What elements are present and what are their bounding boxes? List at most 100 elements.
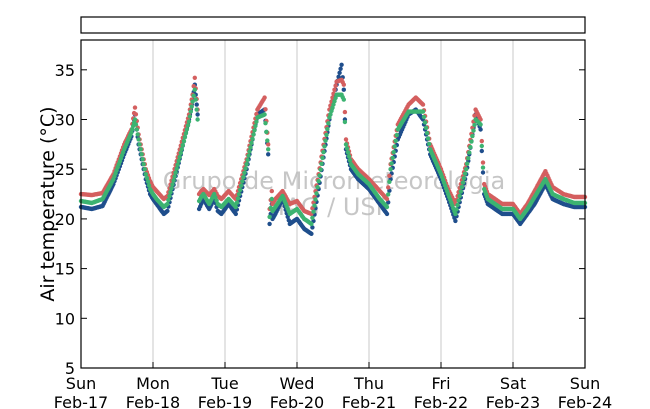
data-point [192,75,197,81]
data-point-interp [135,132,140,137]
data-point-interp [134,127,139,132]
data-point-interp [248,145,253,150]
data-point-interp [145,179,151,184]
legend-box [80,16,586,34]
data-point-interp [191,93,196,98]
data-point-interp [422,120,428,125]
data-point-interp [241,174,246,180]
data-point [143,172,148,177]
data-point-interp [146,183,152,188]
y-tick-label: 25 [55,160,75,179]
data-point-interp [194,107,199,112]
data-point-interp [342,109,348,115]
data-point-interp [187,114,193,119]
data-point-interp [253,123,258,129]
data-point-interp [168,190,173,195]
data-point-interp [320,155,325,161]
data-point-interp [387,188,392,193]
data-point-interp [389,161,394,166]
data-point-interp [237,187,243,193]
data-point-interp [324,132,329,138]
data-point-interp [336,74,341,80]
data-point-interp [319,161,324,166]
data-point-interp [242,170,247,175]
data-point-interp [169,186,174,191]
data-point-interp [170,182,175,187]
x-tick-date-label: Feb-21 [342,393,396,409]
data-point-interp [322,144,327,149]
data-point [233,204,238,210]
data-point-interp [263,107,268,112]
data-point-interp [467,150,472,155]
data-point-interp [321,150,326,155]
data-point-interp [457,193,462,199]
data-point-interp [345,150,351,155]
data-point-interp [347,158,353,163]
x-tick-day-label: Tue [210,374,238,393]
data-point [195,117,200,122]
data-point-interp [386,185,391,190]
data-point-interp [421,114,427,120]
data-point-interp [331,102,336,107]
data-point [384,196,390,202]
data-point-interp [479,138,484,144]
x-tick-date-label: Feb-22 [414,393,468,409]
data-point-interp [480,170,486,175]
data-point [339,62,344,67]
data-point-interp [180,142,185,148]
data-point [132,117,138,122]
data-point [388,167,393,172]
data-point-interp [167,193,172,199]
x-tick-day-label: Sat [500,374,526,393]
data-point-interp [390,155,395,161]
y-axis-ticks: 5 10 15 20 25 30 35 [55,61,585,378]
data-point-interp [480,165,486,170]
data-point-interp [454,207,459,212]
data-point-interp [252,128,257,133]
data-point-interp [423,125,429,130]
data-point-interp [182,135,188,140]
data-point [384,204,390,210]
data-point-interp [171,178,176,183]
plot-frame [80,39,586,369]
data-point-interp [458,189,463,194]
data-point-interp [344,146,350,151]
data-point [262,95,267,100]
data-point-interp [250,136,255,141]
data-point-interp [333,83,338,88]
data-point-interp [236,192,242,197]
y-axis-label: Air temperature (°C) [37,106,59,301]
data-point [464,167,469,172]
data-point [341,82,346,87]
data-point-interp [179,146,184,152]
data-point-interp [342,119,348,125]
data-point-interp [247,149,252,154]
data-point-interp [310,215,315,220]
data-point-interp [318,167,323,172]
data-point-interp [323,138,328,143]
data-point-interp [472,122,477,128]
data-point-interp [332,87,337,92]
data-point-interp [470,133,475,139]
data-point-interp [235,196,241,201]
data-point [478,122,483,127]
data-point-interp [183,131,189,136]
data-point-interp [479,143,484,149]
data-point [384,211,390,217]
data-point-interp [468,144,473,150]
data-point-interp [214,198,219,203]
data-point-interp [346,154,352,159]
x-tick-date-label: Feb-18 [126,393,180,409]
data-point-interp [193,97,198,102]
data-point [266,147,271,152]
data-point-interp [177,154,182,160]
data-point-interp [459,184,465,190]
data-point-interp [246,153,251,158]
y-tick-label: 5 [65,359,75,378]
data-point-interp [466,156,471,161]
data-point [192,87,197,92]
x-tick-day-label: Sun [570,374,600,393]
data-point-interp [144,175,150,181]
x-tick-date-label: Feb-20 [270,393,324,409]
